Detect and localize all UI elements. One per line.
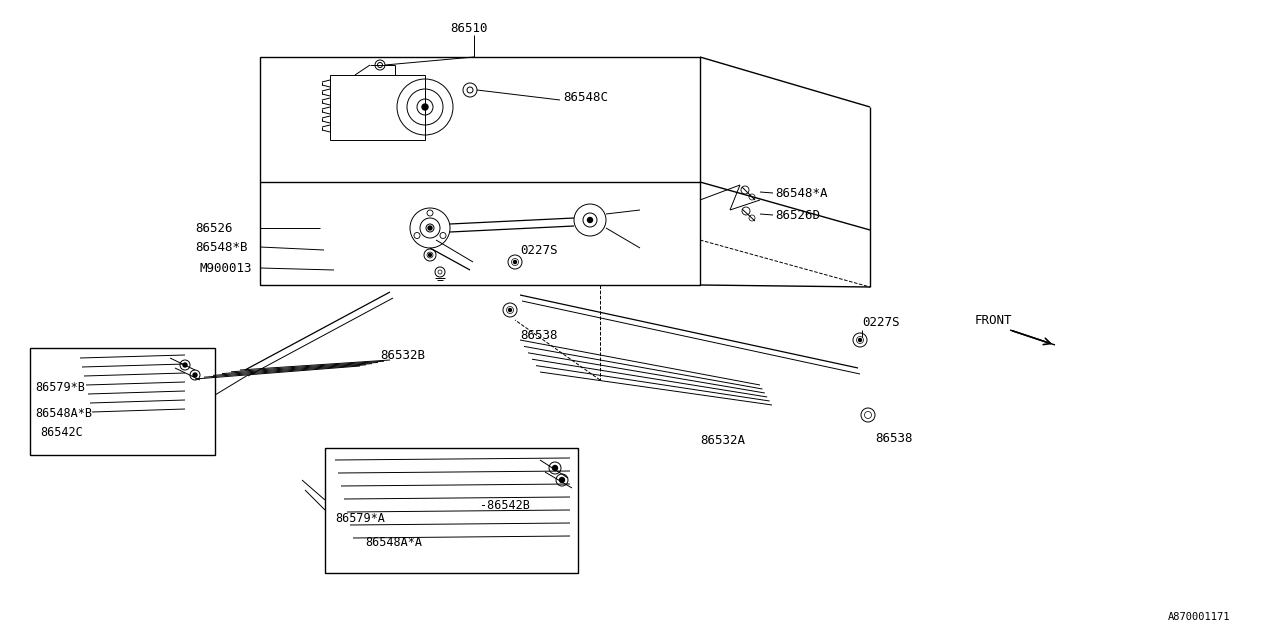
- Text: 86548C: 86548C: [563, 90, 608, 104]
- Circle shape: [553, 465, 558, 470]
- Text: 86510: 86510: [451, 22, 488, 35]
- Circle shape: [859, 339, 861, 342]
- Bar: [260, 57, 700, 285]
- Text: 86548A*B: 86548A*B: [35, 406, 92, 419]
- Bar: [325, 448, 579, 573]
- Text: 86532A: 86532A: [700, 433, 745, 447]
- Circle shape: [422, 104, 428, 110]
- Text: 86579*A: 86579*A: [335, 511, 385, 525]
- Text: 86579*B: 86579*B: [35, 381, 84, 394]
- Text: 86526: 86526: [195, 221, 233, 234]
- Circle shape: [193, 373, 197, 377]
- Bar: [330, 75, 425, 140]
- Circle shape: [428, 226, 433, 230]
- Circle shape: [588, 218, 593, 223]
- Text: -86542B: -86542B: [480, 499, 530, 511]
- Text: 86542C: 86542C: [40, 426, 83, 438]
- Text: M900013: M900013: [200, 262, 252, 275]
- Circle shape: [508, 308, 512, 312]
- Text: 86548*B: 86548*B: [195, 241, 247, 253]
- Text: 86538: 86538: [520, 328, 558, 342]
- Bar: [29, 348, 215, 455]
- Text: 86532B: 86532B: [380, 349, 425, 362]
- Circle shape: [559, 477, 564, 483]
- Text: A870001171: A870001171: [1167, 612, 1230, 622]
- Circle shape: [183, 363, 187, 367]
- Circle shape: [513, 260, 517, 264]
- Text: FRONT: FRONT: [975, 314, 1012, 326]
- Text: 86548*A: 86548*A: [774, 186, 827, 200]
- Text: 0227S: 0227S: [520, 243, 558, 257]
- Text: 86548A*A: 86548A*A: [365, 536, 422, 550]
- Text: 86526D: 86526D: [774, 209, 820, 221]
- Text: 0227S: 0227S: [861, 316, 900, 328]
- Text: 86538: 86538: [876, 431, 913, 445]
- Circle shape: [429, 253, 431, 257]
